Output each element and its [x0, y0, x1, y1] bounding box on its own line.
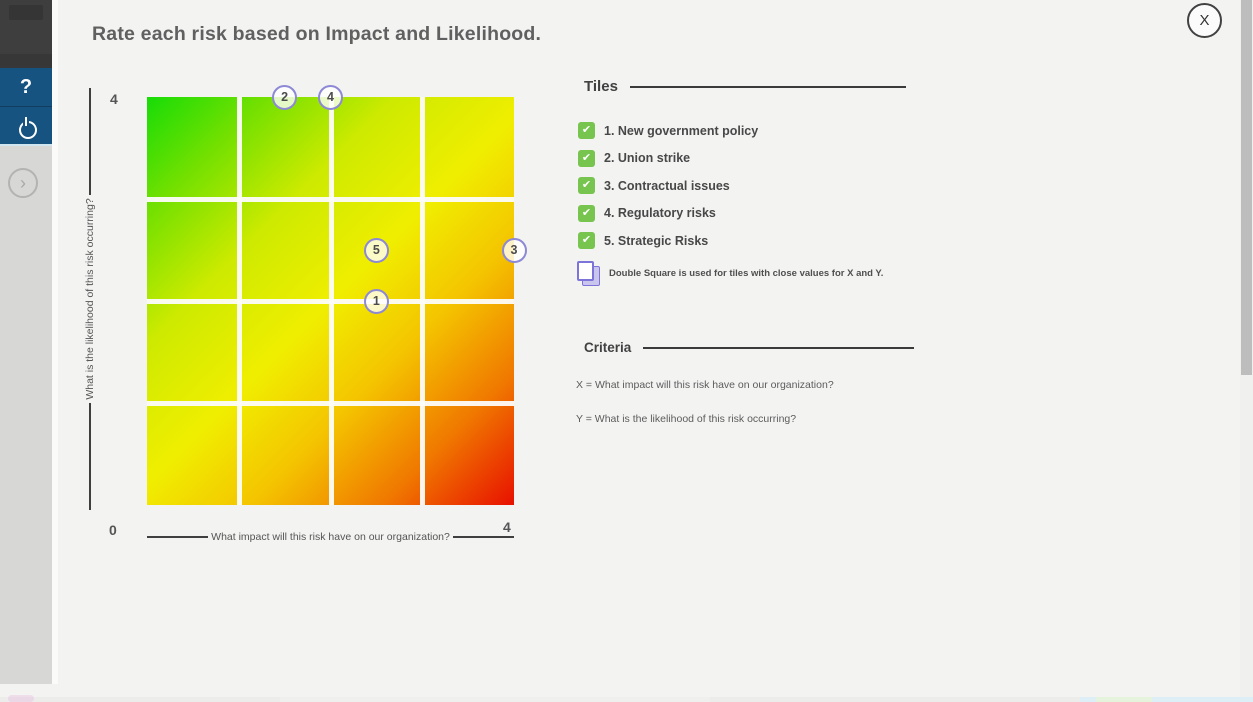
x-axis-line: [147, 536, 209, 538]
tile-marker-3[interactable]: 3: [501, 237, 527, 263]
close-button[interactable]: X: [1187, 3, 1222, 38]
tile-marker-2[interactable]: 2: [272, 84, 298, 110]
x-axis-max-tick: 4: [503, 519, 511, 535]
sidebar-edge: [52, 0, 58, 684]
y-axis-line: [89, 88, 91, 196]
sidebar-stripe: [0, 54, 52, 68]
criteria-y-definition: Y = What is the likelihood of this risk …: [576, 413, 797, 425]
sidebar-logo-block: [0, 0, 52, 68]
tile-marker-5[interactable]: 5: [363, 237, 389, 263]
tiles-panel-header: Tiles: [584, 78, 906, 95]
y-axis-line: [89, 402, 91, 510]
y-axis-label: What is the likelihood of this risk occu…: [84, 198, 96, 400]
checkbox-checked-icon[interactable]: ✔: [578, 232, 595, 249]
criteria-panel-header: Criteria: [584, 340, 914, 355]
tile-label: 3. Contractual issues: [604, 178, 730, 193]
checkbox-checked-icon[interactable]: ✔: [578, 122, 595, 139]
criteria-heading: Criteria: [584, 340, 632, 355]
logout-button[interactable]: [0, 106, 52, 144]
tile-label: 5. Strategic Risks: [604, 233, 709, 248]
tiles-heading: Tiles: [584, 78, 618, 95]
sidebar-divider: [0, 144, 52, 146]
app-logo: [9, 5, 43, 20]
risk-matrix-grid[interactable]: 1 2 3 4 5: [147, 84, 527, 505]
checkbox-checked-icon[interactable]: ✔: [578, 204, 595, 222]
bottom-timeline-strip: [0, 697, 1253, 702]
x-axis-label: What impact will this risk have on our o…: [211, 531, 450, 543]
criteria-heading-rule: [643, 346, 914, 349]
double-square-row: Double Square is used for tiles with clo…: [577, 261, 883, 286]
help-button[interactable]: ?: [0, 68, 52, 106]
timeline-segment: [1096, 697, 1152, 702]
help-icon: ?: [19, 75, 33, 98]
checkbox-checked-icon[interactable]: ✔: [578, 177, 595, 194]
tile-marker-4[interactable]: 4: [318, 84, 343, 110]
x-axis: What impact will this risk have on our o…: [147, 529, 515, 545]
double-square-icon[interactable]: [577, 261, 600, 286]
tile-row-3[interactable]: ✔ 3. Contractual issues: [578, 177, 758, 194]
tile-row-5[interactable]: ✔ 5. Strategic Risks: [578, 232, 758, 249]
x-axis-line: [452, 536, 515, 538]
grid-line: [147, 299, 514, 304]
tile-row-1[interactable]: ✔ 1. New government policy: [578, 122, 758, 139]
tile-row-2[interactable]: ✔ 2. Union strike: [578, 149, 758, 167]
tile-label: 2. Union strike: [604, 151, 691, 165]
player-control-smudge: [8, 695, 34, 702]
tile-marker-1[interactable]: 1: [363, 288, 389, 314]
power-icon: [17, 116, 37, 139]
page-title: Rate each risk based on Impact and Likel…: [92, 23, 542, 45]
scrollbar-thumb[interactable]: [1241, 0, 1252, 375]
left-sidebar: ? ›: [0, 0, 52, 684]
timeline-segment: [1080, 697, 1253, 702]
tiles-heading-rule: [629, 85, 906, 88]
timeline-segment: [280, 697, 710, 702]
vertical-scrollbar[interactable]: [1240, 0, 1253, 702]
tile-label: 1. New government policy: [604, 123, 759, 138]
close-icon: X: [1199, 12, 1210, 29]
y-axis: What is the likelihood of this risk occu…: [82, 88, 98, 510]
double-square-note: Double Square is used for tiles with clo…: [609, 268, 884, 279]
tiles-list: ✔ 1. New government policy ✔ 2. Union st…: [578, 122, 758, 260]
chevron-right-icon: ›: [20, 173, 26, 193]
checkbox-checked-icon[interactable]: ✔: [578, 149, 595, 167]
tile-row-4[interactable]: ✔ 4. Regulatory risks: [578, 204, 758, 222]
tile-label: 4. Regulatory risks: [604, 206, 716, 220]
criteria-x-definition: X = What impact will this risk have on o…: [576, 379, 834, 391]
expand-sidebar-button[interactable]: ›: [8, 168, 38, 198]
grid-line: [147, 401, 514, 406]
axis-origin-tick: 0: [109, 522, 117, 538]
y-axis-max-tick: 4: [110, 91, 118, 107]
grid-line: [147, 197, 514, 202]
double-square-front: [577, 261, 594, 281]
